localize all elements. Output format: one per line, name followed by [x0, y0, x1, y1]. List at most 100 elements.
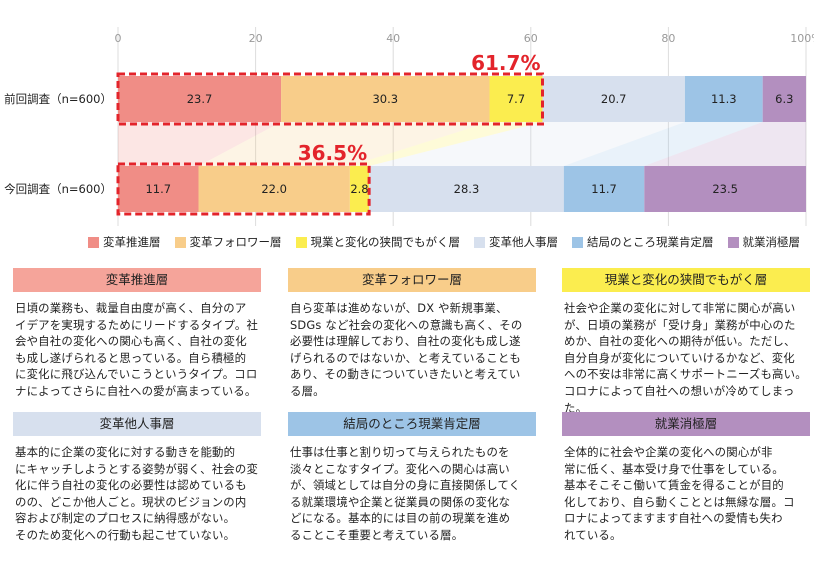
legend-label: 変革フォロワー層	[189, 235, 282, 249]
legend-label: 変革推進層	[103, 235, 161, 249]
legend-label: 変革他人事層	[489, 235, 558, 249]
card-description: 全体的に社会や企業の変化への関心が非 常に低く、基本受け身で仕事をしている。 基…	[562, 436, 810, 544]
card-line: も成し遂げられると思っている。自ら積極的	[15, 350, 247, 365]
x-tick-label: 80	[661, 32, 675, 45]
card-line: イデアを実現するためにリードするタイプ。社	[15, 317, 259, 332]
card-suishin: 変革推進層 日頃の業務も、裁量自由度が高く、自分のア イデアを実現するためにリー…	[13, 268, 261, 400]
card-line: 必要性は理解しており、自社の変化も成し遂	[290, 334, 521, 349]
bar-segment	[542, 76, 685, 122]
bar-segment	[118, 166, 199, 212]
card-line: が、領域としては自分の身に直接関係してく	[290, 478, 521, 493]
connector-band	[369, 122, 685, 166]
data-label: 28.3	[454, 182, 480, 196]
card-line: 自分自身が変化についていけるかなど、変化	[564, 350, 795, 365]
card-line: げられるのではないか、と考えていることも	[290, 350, 522, 365]
x-tick-label: 0	[115, 32, 122, 45]
bar-segment	[281, 76, 490, 122]
card-description: 仕事は仕事と割り切って与えられたものを 淡々とこなすタイプ。変化への関心は高い …	[288, 436, 536, 544]
card-line: に変化に飛び込んでいこうというタイプ。コロ	[15, 367, 258, 382]
data-label: 20.7	[601, 92, 627, 106]
x-tick-label: 20	[249, 32, 263, 45]
bar-segment	[369, 166, 564, 212]
legend-swatch	[174, 236, 186, 248]
card-line: への不安は非常に高くサポートニーズも高い。	[564, 367, 807, 382]
legend-label: 現業と変化の狭間でもがく層	[310, 235, 461, 249]
card-line: 会や自社の変化への関心も高く、自社の変化	[15, 334, 247, 349]
legend-item-kengyo: 結局のところ現業肯定層	[572, 234, 714, 250]
x-tick-label: 100%	[790, 32, 814, 45]
card-line: 容および制定のプロセスに納得感がない。	[15, 511, 236, 526]
card-line: のの、どこか他人ごと。現状のビジョンの内	[15, 494, 247, 509]
card-title: 変革フォロワー層	[288, 268, 536, 292]
legend-item-shokyoku: 就業消極層	[727, 234, 801, 250]
card-line: が、日頃の業務が「受け身」業務が中心のた	[564, 317, 796, 332]
data-label: 2.8	[350, 182, 368, 196]
legend-item-taningoto: 変革他人事層	[474, 234, 558, 250]
stacked-bar-chart: 0 20 40 60 80 100% 前回調査（n=600） 23.7 30.3 7.7 20.7 1…	[4, 27, 814, 226]
card-line: 常に低く、基本受け身で仕事をしている。	[564, 461, 784, 476]
legend-item-hazama: 現業と変化の狭間でもがく層	[295, 234, 461, 250]
highlight-box	[116, 162, 371, 216]
legend-swatch	[474, 236, 485, 248]
legend-swatch	[727, 236, 739, 248]
bar-segment	[563, 166, 645, 212]
legend-label: 就業消極層	[742, 235, 801, 249]
bar-segment	[349, 166, 370, 212]
data-label: 23.5	[712, 182, 738, 196]
legend-swatch	[572, 236, 583, 248]
legend-item-follower: 変革フォロワー層	[174, 234, 282, 250]
card-line: 全体的に社会や企業の変化への関心が非	[564, 445, 773, 459]
card-line: 社会や企業の変化に対して非常に関心が高い	[564, 301, 796, 315]
card-title: 現業と変化の狭間でもがく層	[562, 268, 810, 292]
card-line: 自ら変革は進めないが、DX や新規事業、	[290, 301, 508, 315]
connector-band	[644, 122, 806, 166]
card-line: めか、自社の変化への期待が低い。ただし、	[564, 334, 796, 349]
data-label: 23.7	[187, 92, 213, 106]
card-line: 化に伴う自社の変化の必要性は認めているも	[15, 478, 247, 493]
connector-band	[118, 122, 282, 166]
card-description: 社会や企業の変化に対して非常に関心が高い が、日頃の業務が「受け身」業務が中心の…	[562, 292, 810, 416]
card-line: ることこそ重要と考えている層。	[290, 527, 464, 542]
card-kengyo: 結局のところ現業肯定層 仕事は仕事と割り切って与えられたものを 淡々とこなすタイ…	[288, 412, 536, 544]
data-label: 6.3	[775, 92, 793, 106]
card-line: ロナによってますます自社への愛情も失わ	[564, 511, 783, 526]
card-title: 変革推進層	[13, 268, 261, 292]
card-line: 基本的に企業の変化に対する動きを能動的	[15, 445, 236, 459]
connector-band	[349, 122, 543, 166]
card-line: そのため変化への行動も起こせていない。	[15, 527, 236, 542]
data-label: 11.7	[591, 182, 617, 196]
card-line: あり、その動きについていきたいと考えてい	[290, 367, 521, 382]
legend-label: 結局のところ現業肯定層	[587, 235, 714, 249]
card-line: ナによってさらに自社への愛が高まっている。	[15, 383, 257, 398]
legend-swatch	[88, 236, 99, 248]
card-hazama: 現業と変化の狭間でもがく層 社会や企業の変化に対して非常に関心が高い が、日頃の…	[562, 268, 810, 416]
card-description: 日頃の業務も、裁量自由度が高く、自分のア イデアを実現するためにリードするタイプ…	[13, 292, 261, 400]
card-line: る層。	[290, 383, 325, 398]
card-title: 変革他人事層	[13, 412, 261, 436]
bar-segment	[118, 76, 282, 122]
card-line: る就業環境や企業と従業員の関係の変化な	[290, 494, 511, 509]
card-line: にキャッチしようとする姿勢が弱く、社会の変	[15, 461, 259, 476]
highlight-total-label: 36.5%	[298, 141, 367, 165]
chart-legend: 変革推進層 変革フォロワー層 現業と変化の狭間でもがく層 変革他人事層 結局のと…	[88, 234, 814, 250]
legend-item-suishin: 変革推進層	[88, 234, 161, 250]
x-tick-label: 40	[386, 32, 400, 45]
card-taningoto: 変革他人事層 基本的に企業の変化に対する動きを能動的 にキャッチしようとする姿勢…	[13, 412, 261, 544]
card-description: 自ら変革は進めないが、DX や新規事業、 SDGs など社会の変化への意識も高く…	[288, 292, 536, 400]
card-line: 淡々とこなすタイプ。変化への関心は高い	[290, 461, 510, 476]
legend-swatch	[295, 236, 307, 248]
bar-segment	[644, 166, 806, 212]
bar-segment	[489, 76, 543, 122]
highlight-total-label: 61.7%	[471, 51, 540, 75]
connector-band	[563, 122, 763, 166]
data-label: 11.3	[711, 92, 737, 106]
data-label: 11.7	[145, 182, 171, 196]
card-line: SDGs など社会の変化への意識も高く、その	[290, 317, 523, 332]
bar-segment	[762, 76, 806, 122]
card-line: 基本そこそこ働いて賃金を得ることが目的	[564, 478, 784, 493]
data-label: 7.7	[507, 92, 525, 106]
data-label: 22.0	[261, 182, 287, 196]
data-label: 30.3	[372, 92, 398, 106]
card-shokyoku: 就業消極層 全体的に社会や企業の変化への関心が非 常に低く、基本受け身で仕事をし…	[562, 412, 810, 544]
bar-segment	[198, 166, 350, 212]
